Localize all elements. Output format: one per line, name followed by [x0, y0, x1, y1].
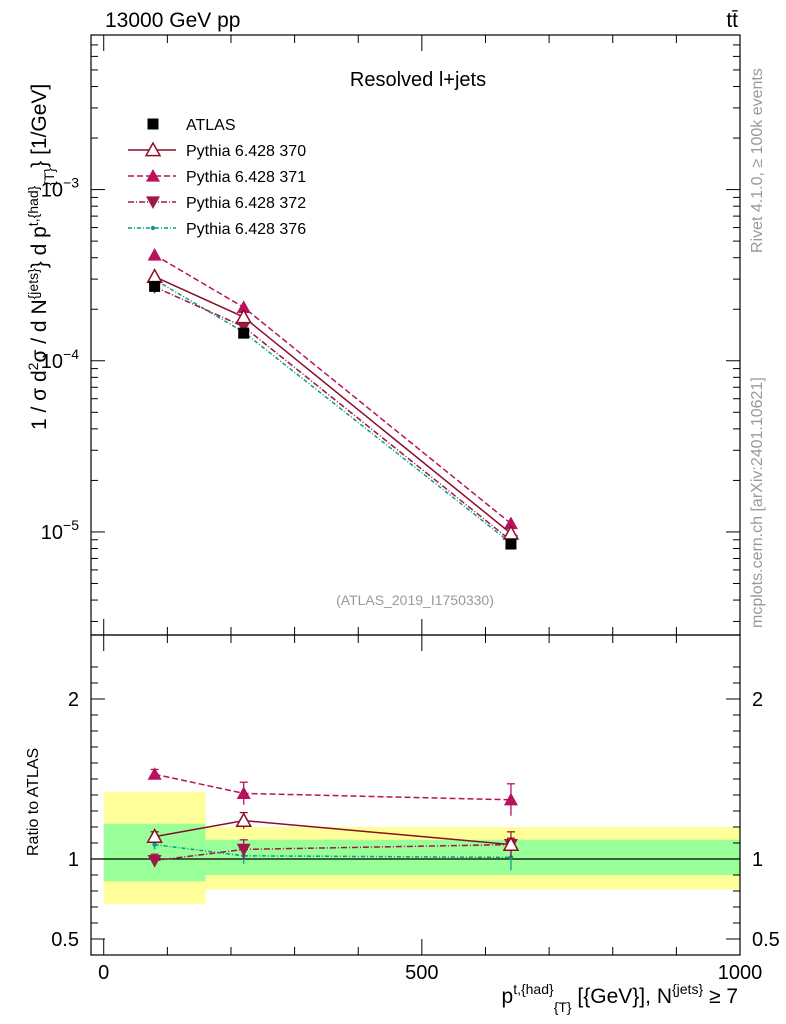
- xtick-label: 500: [405, 962, 438, 984]
- series-0-main-point: [238, 327, 250, 339]
- series-2-ratio-point: [147, 767, 162, 780]
- main-ytick-label: 10−3: [41, 175, 79, 202]
- header-process: tt̄: [726, 9, 738, 32]
- legend-marker-3: [146, 196, 160, 209]
- series-1-ratio-point: [235, 812, 252, 827]
- main-y-axis-label: 1 / σ d2σ / d N{jets}} d pt,{had}{T}} [1…: [25, 84, 57, 430]
- plot-frames: 10−5 10−4 10−3 0.5 0.5 1 1 2 2 0 500 1000: [41, 34, 780, 984]
- legend-label-0: ATLAS: [186, 117, 236, 134]
- ratio-panel-series: [146, 767, 520, 871]
- ratio-ytick-label-left: 2: [68, 689, 79, 711]
- ratio-ytick-label-left: 1: [68, 849, 79, 871]
- ratio-uncertainty-bands: [91, 791, 740, 904]
- series-0-main-point: [149, 280, 161, 292]
- main-panel-series: [146, 247, 520, 550]
- ratio-y-axis-label: Ratio to ATLAS: [25, 748, 42, 856]
- legend-label-1: Pythia 6.428 370: [186, 143, 306, 160]
- legend-marker-4: [150, 225, 156, 231]
- x-axis-label: pt,{had}{T} [{GeV}], N{jets} ≥ 7: [502, 981, 739, 1015]
- series-2-main-point: [236, 300, 251, 313]
- series-0-main-point: [505, 538, 517, 550]
- series-2-main-point: [503, 516, 518, 530]
- main-ytick-label: 10−4: [41, 346, 79, 373]
- series-3-ratio-point: [147, 855, 162, 868]
- series-4-ratio-point: [152, 842, 157, 847]
- header-energy: 13000 GeV pp: [105, 9, 240, 32]
- legend-marker-2: [146, 169, 160, 182]
- ratio-ytick-label-right: 2: [752, 689, 763, 711]
- chart-title: Resolved l+jets: [350, 69, 486, 91]
- series-1-ratio-point: [146, 828, 163, 843]
- series-4-main-line: [154, 278, 512, 544]
- series-1-ratio-point: [502, 836, 520, 851]
- series-3-main-line: [154, 286, 512, 542]
- series-3-main-point: [236, 321, 251, 334]
- legend: ATLAS Pythia 6.428 370 Pythia 6.428 371 Pyt…: [128, 117, 306, 238]
- legend-marker-1: [144, 141, 162, 157]
- series-2-main-point: [147, 247, 162, 261]
- series-2-ratio-point: [236, 786, 251, 799]
- ratio-ytick-label-right: 1: [752, 849, 763, 871]
- ratio-ytick-label-right: 0.5: [752, 929, 780, 951]
- legend-marker-0: [147, 118, 159, 130]
- ratio-ytick-label-left: 0.5: [51, 929, 79, 951]
- main-ytick-label: 10−5: [41, 517, 79, 544]
- xtick-label: 1000: [718, 962, 763, 984]
- legend-label-3: Pythia 6.428 372: [186, 195, 306, 212]
- series-1-main-line: [154, 275, 512, 535]
- rivet-label: Rivet 4.1.0, ≥ 100k events: [749, 68, 766, 253]
- series-2-ratio-point: [503, 792, 518, 806]
- legend-label-4: Pythia 6.428 376: [186, 221, 306, 238]
- mcplots-label: mcplots.cern.ch [arXiv:2401.10621]: [749, 377, 766, 628]
- series-3-ratio-point: [236, 843, 251, 857]
- series-4-ratio-line: [154, 843, 511, 859]
- xtick-label: 0: [98, 962, 109, 984]
- legend-label-2: Pythia 6.428 371: [186, 169, 306, 186]
- series-1-main-point: [235, 308, 252, 324]
- analysis-tag: (ATLAS_2019_I1750330): [336, 592, 494, 608]
- series-2-ratio-line: [154, 773, 511, 801]
- series-1-main-point: [146, 268, 163, 284]
